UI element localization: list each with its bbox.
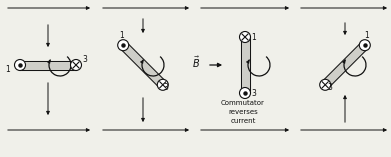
Polygon shape — [322, 42, 368, 88]
Circle shape — [14, 60, 25, 70]
Text: 3: 3 — [163, 83, 168, 92]
Circle shape — [157, 79, 168, 90]
Text: 3: 3 — [83, 56, 87, 65]
Text: 3: 3 — [328, 83, 333, 92]
Circle shape — [359, 40, 370, 51]
Circle shape — [118, 40, 129, 51]
Text: 3: 3 — [251, 89, 256, 97]
Text: 1: 1 — [119, 31, 124, 40]
Circle shape — [240, 87, 251, 98]
Circle shape — [240, 32, 251, 43]
Text: 1: 1 — [5, 65, 9, 75]
Text: $\vec{B}$: $\vec{B}$ — [192, 54, 200, 70]
Text: Commutator
reverses
current: Commutator reverses current — [221, 100, 265, 124]
Polygon shape — [120, 42, 166, 88]
Text: 1: 1 — [364, 31, 369, 40]
Circle shape — [70, 60, 81, 70]
Polygon shape — [240, 37, 249, 93]
Polygon shape — [20, 60, 76, 70]
Circle shape — [320, 79, 331, 90]
Text: 1: 1 — [251, 32, 256, 41]
